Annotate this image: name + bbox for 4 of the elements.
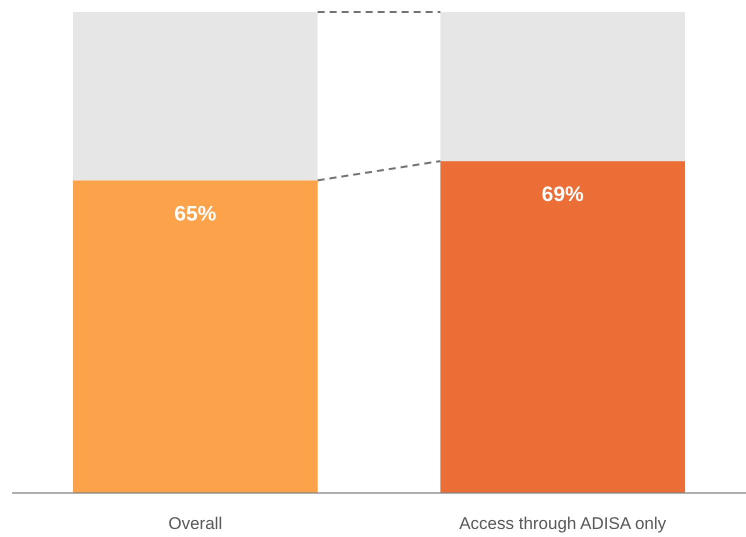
data-label: 69% [542, 183, 584, 206]
x-tick-label: Overall [168, 514, 222, 533]
x-tick-label: Access through ADISA only [459, 514, 667, 533]
data-label: 65% [174, 202, 217, 226]
